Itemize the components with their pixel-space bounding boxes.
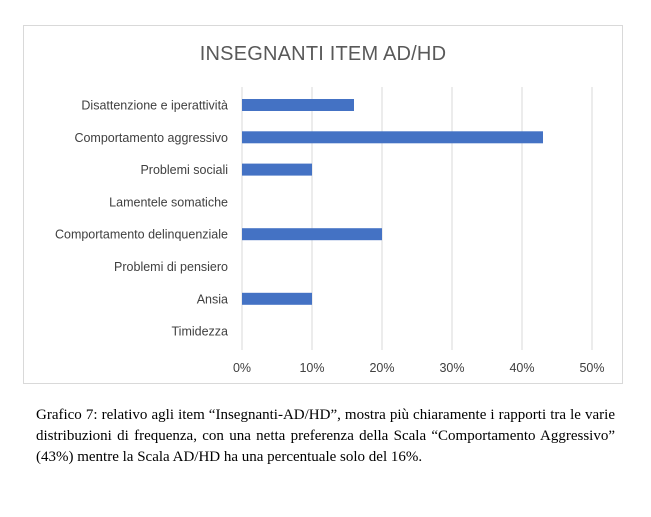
- x-tick-label: 10%: [299, 361, 324, 375]
- x-tick-label: 0%: [233, 361, 251, 375]
- bar: [242, 99, 354, 111]
- x-tick-label: 30%: [439, 361, 464, 375]
- chart-frame: INSEGNANTI ITEM AD/HD Disattenzione e ip…: [23, 25, 623, 384]
- bar-chart: Disattenzione e iperattività Comportament…: [55, 87, 605, 375]
- category-label: Problemi sociali: [140, 163, 228, 177]
- bar: [242, 131, 543, 144]
- chart-title: INSEGNANTI ITEM AD/HD: [199, 43, 447, 65]
- category-label: Lamentele somatiche: [109, 195, 228, 209]
- x-tick-label: 50%: [579, 361, 604, 375]
- x-tick-label: 40%: [509, 361, 534, 375]
- bar: [242, 292, 312, 305]
- bar: [242, 228, 382, 241]
- category-label: Timidezza: [172, 325, 229, 339]
- category-label: Comportamento delinquenziale: [55, 228, 228, 242]
- category-label: Comportamento aggressivo: [74, 131, 228, 145]
- figure-caption: Grafico 7: relativo agli item “Insegnant…: [36, 407, 615, 465]
- category-label: Problemi di pensiero: [114, 260, 228, 274]
- category-label: Disattenzione e iperattività: [81, 99, 228, 113]
- x-tick-label: 20%: [369, 361, 394, 375]
- bar: [242, 163, 312, 176]
- category-label: Ansia: [197, 292, 228, 306]
